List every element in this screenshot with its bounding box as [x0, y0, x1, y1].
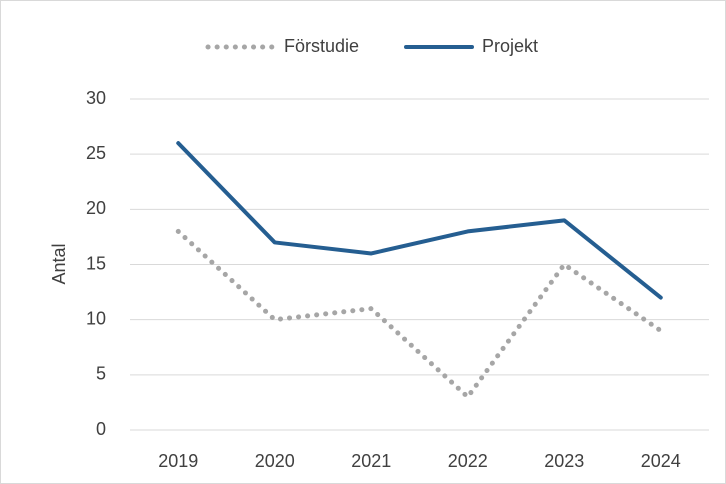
line-series — [176, 141, 663, 300]
legend-label: Förstudie — [284, 36, 359, 56]
y-tick-label: 20 — [86, 198, 106, 218]
x-tick-label: 2023 — [544, 451, 584, 471]
x-tick-label: 2024 — [641, 451, 681, 471]
y-tick-label: 0 — [96, 419, 106, 439]
y-tick-label: 25 — [86, 143, 106, 163]
y-tick-label: 5 — [96, 364, 106, 384]
x-tick-label: 2021 — [351, 451, 391, 471]
line-series — [175, 228, 664, 401]
y-tick-label: 30 — [86, 88, 106, 108]
x-tick-label: 2022 — [448, 451, 488, 471]
y-tick-label: 10 — [86, 308, 106, 328]
y-tick-label: 15 — [86, 253, 106, 273]
x-tick-label: 2020 — [255, 451, 295, 471]
x-tick-label: 2019 — [158, 451, 198, 471]
y-axis-label: Antal — [49, 243, 69, 284]
legend-label: Projekt — [482, 36, 538, 56]
